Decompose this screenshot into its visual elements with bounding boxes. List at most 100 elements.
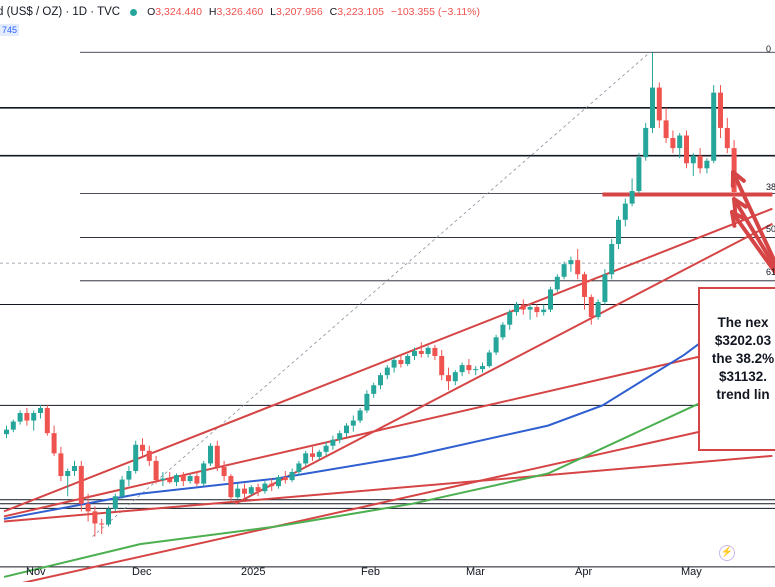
candle-body	[119, 479, 125, 497]
candle-body	[99, 523, 105, 525]
candle-body	[616, 219, 621, 244]
candle-body	[31, 412, 37, 421]
candle-body	[282, 477, 288, 481]
candle-body	[72, 465, 77, 472]
candle-body	[38, 407, 43, 413]
candle-body	[344, 425, 349, 434]
candle-body	[303, 453, 309, 464]
market-status-icon	[130, 8, 138, 16]
candle-body	[378, 375, 383, 386]
candle-body	[44, 407, 50, 434]
candle-body	[51, 433, 57, 454]
candle-body	[146, 450, 152, 461]
x-axis-label: 2025	[241, 566, 266, 578]
lightning-icon[interactable]: ⚡	[719, 545, 735, 561]
high-value: 3,326.460	[216, 6, 264, 18]
candle-body	[643, 127, 649, 158]
callout-line: the 38.2%	[711, 351, 775, 366]
candle-body	[493, 337, 499, 353]
candle-body	[418, 350, 424, 354]
candle-body	[208, 445, 213, 464]
candle-body	[575, 260, 581, 275]
candle-body	[58, 453, 64, 477]
candle-body	[350, 420, 356, 426]
candle-body	[412, 350, 417, 356]
trend-line	[3, 207, 773, 513]
candle-body	[310, 453, 315, 457]
candle-body	[670, 138, 676, 149]
candle-body	[486, 352, 492, 367]
candle-body	[507, 312, 513, 325]
candle-body	[235, 488, 241, 498]
candle-body	[126, 471, 132, 480]
candle-body	[10, 421, 16, 430]
candle-body	[452, 372, 458, 382]
fib-label: 61	[766, 267, 775, 277]
arrow-head	[730, 170, 746, 188]
candle-body	[711, 92, 717, 161]
trend-line	[3, 454, 773, 523]
candle-body	[248, 487, 254, 494]
candle-body	[609, 243, 615, 275]
candle-body	[242, 488, 247, 494]
candle-body	[677, 135, 683, 149]
candle-body	[527, 307, 533, 310]
candle-body	[425, 347, 431, 354]
candle-body	[534, 307, 540, 313]
callout-line: trend lin	[716, 387, 770, 402]
moving-average-blue	[3, 323, 726, 520]
candle-body	[92, 511, 98, 524]
change-value: −103.355 (−3.11%)	[390, 6, 480, 18]
candle-body	[214, 445, 220, 467]
candle-body	[446, 375, 451, 382]
candle-body	[568, 260, 574, 265]
candle-body	[167, 478, 173, 483]
candle-body	[588, 296, 594, 318]
fib-label: 0	[766, 44, 772, 54]
arrow-shaft	[731, 170, 775, 264]
candle-body	[554, 276, 560, 290]
candle-body	[629, 191, 635, 204]
candle-body	[548, 289, 553, 310]
candle-body	[364, 393, 370, 411]
candle-body	[704, 160, 710, 169]
candle-body	[622, 203, 628, 220]
candle-body	[405, 355, 411, 365]
candles-layer	[4, 52, 737, 537]
trend-line	[3, 414, 773, 587]
x-axis-label: Dec	[132, 566, 152, 578]
candle-body	[65, 471, 71, 477]
candle-body	[731, 148, 737, 193]
candle-body	[255, 487, 261, 492]
trend-lines-layer	[3, 192, 773, 587]
annotation-callout[interactable]: The nex $3202.03 the 38.2% $31132. trend…	[698, 287, 775, 451]
symbol-title[interactable]: d (US$ / OZ) · 1D · TVC	[0, 6, 121, 18]
candle-body	[194, 476, 200, 484]
candle-body	[656, 87, 662, 121]
candle-body	[520, 304, 526, 310]
candle-body	[180, 475, 186, 482]
fib-label: 38	[766, 182, 775, 192]
candle-body	[174, 475, 179, 483]
price-tag: 745	[0, 24, 20, 36]
candle-body	[384, 367, 390, 376]
x-axis-label: Mar	[466, 566, 485, 578]
candle-body	[337, 433, 343, 440]
moving-average-green	[3, 369, 773, 578]
candle-body	[289, 472, 295, 481]
callout-line: $31132.	[718, 369, 768, 384]
candle-body	[602, 274, 608, 302]
candle-body	[391, 360, 397, 368]
candle-body	[595, 302, 601, 318]
symbol-header: d (US$ / OZ) · 1D · TVC O3,324.440 H3,32…	[0, 2, 484, 22]
candle-body	[582, 274, 587, 297]
arrow-shaft	[730, 210, 775, 274]
low-value: 3,207.956	[276, 6, 323, 18]
arrow-head	[730, 210, 747, 228]
candle-body	[690, 155, 696, 164]
x-axis-label: Feb	[361, 566, 380, 578]
candle-body	[480, 366, 485, 370]
callout-line: $3202.03	[714, 333, 772, 348]
